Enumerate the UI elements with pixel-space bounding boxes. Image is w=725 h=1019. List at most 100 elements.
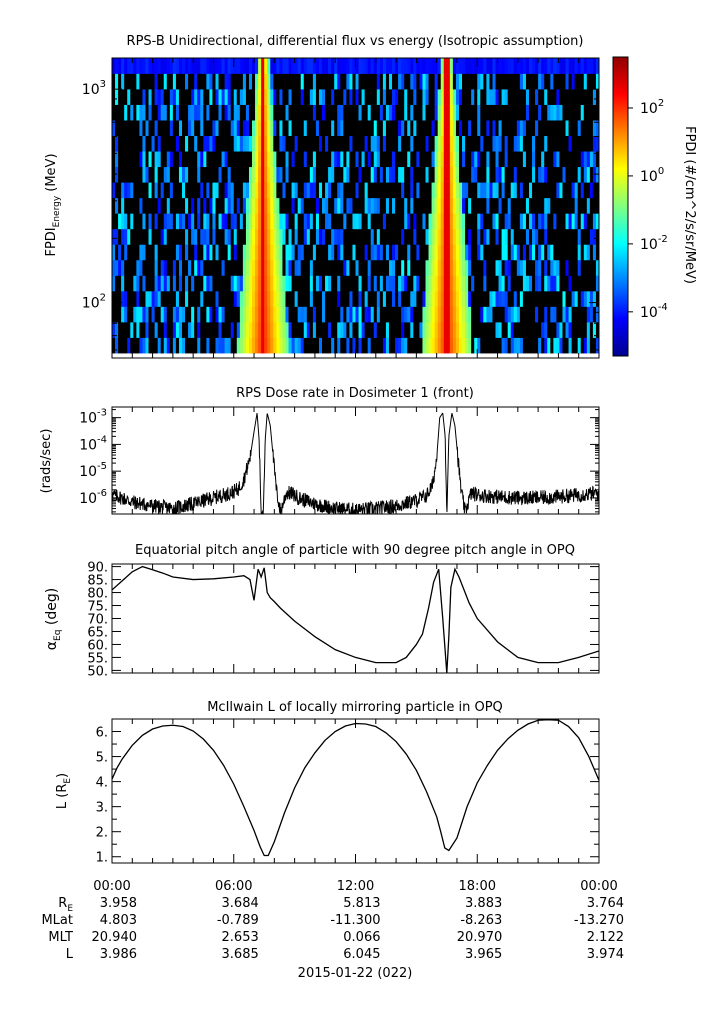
spectrogram-cell xyxy=(334,151,338,168)
spectrogram-cell xyxy=(227,120,232,136)
spectrogram-cell xyxy=(577,322,582,338)
spectrogram-cell xyxy=(124,58,128,74)
spectrogram-cell xyxy=(169,135,174,152)
spectrogram-cell xyxy=(197,244,201,261)
spectrogram-cell xyxy=(550,322,554,338)
spectrogram-cell xyxy=(465,182,469,199)
spectrogram-cell xyxy=(528,120,533,136)
spectrogram-cell xyxy=(142,58,146,74)
spectrogram-cell xyxy=(221,135,225,152)
spectrogram-cell xyxy=(583,104,588,121)
spectrogram-cell xyxy=(276,322,280,338)
spectrogram-cell xyxy=(236,104,241,121)
spectrogram-cell xyxy=(522,337,527,354)
spectrogram-cell xyxy=(510,58,515,74)
spectrogram-cell xyxy=(258,182,262,199)
spectrogram-cell xyxy=(294,306,299,323)
spectrogram-cell xyxy=(495,197,499,214)
spectrogram-cell xyxy=(142,228,146,245)
spectrogram-cell xyxy=(288,337,292,354)
spectrogram-cell xyxy=(124,135,128,152)
spectrogram-cell xyxy=(541,197,545,214)
spectrogram-cell xyxy=(346,290,350,307)
spectrogram-cell xyxy=(586,337,591,354)
spectrogram-cell xyxy=(291,337,295,354)
spectrogram-cell xyxy=(428,290,432,307)
spectrogram-cell xyxy=(112,290,116,307)
spectrogram-cell xyxy=(178,104,183,121)
spectrogram-cell xyxy=(480,104,484,121)
spectrogram-cell xyxy=(352,104,356,121)
spectrogram-cell xyxy=(519,89,524,105)
spectrogram-cell xyxy=(455,306,460,323)
spectrogram-cell xyxy=(252,182,256,199)
ephemeris-value: 3.965 xyxy=(465,947,502,962)
spectrogram-cell xyxy=(562,322,566,338)
spectrogram-cell xyxy=(550,197,554,214)
spectrogram-cell xyxy=(163,89,168,105)
spectrogram-cell xyxy=(547,259,551,276)
spectrogram-cell xyxy=(218,322,222,338)
spectrogram-cell xyxy=(419,166,423,183)
spectrogram-cell xyxy=(446,104,451,121)
spectrogram-cell xyxy=(583,58,588,74)
spectrogram-cell xyxy=(209,182,213,199)
spectrogram-cell xyxy=(182,135,186,152)
spectrogram-cell xyxy=(312,182,317,199)
spectrogram-cell xyxy=(273,213,277,230)
spectrogram-cell xyxy=(525,228,530,245)
spectrogram-cell xyxy=(434,120,439,136)
spectrogram-cell xyxy=(154,228,158,245)
spectrogram-cell xyxy=(440,259,445,276)
spectrogram-cell xyxy=(568,259,572,276)
spectrogram-cell xyxy=(127,259,131,276)
spectrogram-cell xyxy=(577,337,582,354)
spectrogram-cell xyxy=(112,73,116,90)
spectrogram-cell xyxy=(388,290,393,307)
spectrogram-cell xyxy=(178,337,183,354)
spectrogram-cell xyxy=(185,58,189,74)
spectrogram-cell xyxy=(261,197,265,214)
spectrogram-cell xyxy=(118,197,122,214)
spectrogram-cell xyxy=(535,213,539,230)
spectrogram-cell xyxy=(504,151,509,168)
spectrogram-cell xyxy=(318,166,323,183)
spectrogram-cell xyxy=(349,89,353,105)
spectrogram-cell xyxy=(312,120,317,136)
spectrogram-cell xyxy=(465,275,469,292)
spectrogram-cell xyxy=(334,89,338,105)
spectrogram-cell xyxy=(401,120,405,136)
spectrogram-cell xyxy=(145,104,149,121)
spectrogram-cell xyxy=(221,306,225,323)
spectrogram-cell xyxy=(270,151,274,168)
spectrogram-cell xyxy=(112,120,116,136)
spectrogram-cell xyxy=(544,120,548,136)
spectrogram-cell xyxy=(501,58,505,74)
spectrogram-cell xyxy=(346,120,350,136)
spectrogram-cell xyxy=(522,166,527,183)
spectrogram-cell xyxy=(209,166,213,183)
spectrogram-cell xyxy=(528,104,533,121)
spectrogram-cell xyxy=(334,120,338,136)
spectrogram-cell xyxy=(571,120,575,136)
y-tick-label: 70. xyxy=(87,613,108,628)
spectrogram-cell xyxy=(577,197,582,214)
spectrogram-cell xyxy=(586,135,591,152)
spectrogram-cell xyxy=(258,275,262,292)
spectrogram-cell xyxy=(340,89,344,105)
spectrogram-cell xyxy=(516,73,521,90)
spectrogram-cell xyxy=(191,306,195,323)
spectrogram-cell xyxy=(538,337,542,354)
spectrogram-cell xyxy=(154,322,158,338)
spectrogram-cell xyxy=(130,275,134,292)
spectrogram-cell xyxy=(492,306,496,323)
spectrogram-cell xyxy=(422,166,426,183)
spectrogram-cell xyxy=(203,228,207,245)
spectrogram-cell xyxy=(200,182,204,199)
spectrogram-cell xyxy=(388,135,393,152)
spectrogram-cell xyxy=(285,259,289,276)
spectrogram-cell xyxy=(331,337,335,354)
spectrogram-cell xyxy=(331,166,335,183)
spectrogram-cell xyxy=(261,58,265,74)
spectrogram-cell xyxy=(501,337,505,354)
